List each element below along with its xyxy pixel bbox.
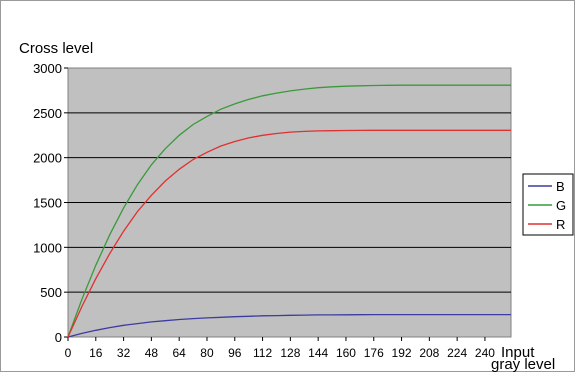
x-tick-label: 240 xyxy=(475,346,495,360)
x-axis-label-line2: gray level xyxy=(491,356,555,373)
x-tick-label: 64 xyxy=(173,346,187,360)
x-tick-label: 16 xyxy=(89,346,103,360)
y-tick-label: 3000 xyxy=(33,61,62,76)
x-tick-label: 208 xyxy=(419,346,439,360)
y-tick-label: 500 xyxy=(40,285,62,300)
x-tick-label: 128 xyxy=(280,346,300,360)
x-tick-label: 160 xyxy=(336,346,356,360)
y-tick-label: 0 xyxy=(55,330,62,345)
y-tick-label: 1000 xyxy=(33,240,62,255)
x-tick-label: 224 xyxy=(447,346,467,360)
legend-label-r: R xyxy=(556,217,565,232)
x-tick-label: 48 xyxy=(145,346,159,360)
legend-label-b: B xyxy=(556,179,565,194)
x-tick-labels: 0 16 32 48 64 80 96 112 128 144 160 176 192 208 224 240 xyxy=(65,346,496,360)
x-axis-label-line1: Input xyxy=(501,344,535,361)
y-tick-labels: 0 500 1000 1500 2000 2500 3000 xyxy=(33,61,62,345)
x-tick-label: 192 xyxy=(392,346,412,360)
series-lines xyxy=(67,84,511,338)
series-line-b xyxy=(67,313,511,338)
legend-label-g: G xyxy=(556,198,566,213)
legend: BGR xyxy=(522,173,574,236)
x-tick-label: 144 xyxy=(308,346,328,360)
x-tick-label: 80 xyxy=(200,346,214,360)
y-axis-label: Cross level xyxy=(19,40,93,57)
series-line-g xyxy=(67,84,511,338)
x-tick-label: 176 xyxy=(364,346,384,360)
x-tick-label: 32 xyxy=(117,346,131,360)
y-tick-label: 2500 xyxy=(33,106,62,121)
series-line-r xyxy=(67,129,511,338)
x-tick-label: 0 xyxy=(65,346,72,360)
y-tick-label: 1500 xyxy=(33,196,62,211)
x-tick-label: 112 xyxy=(253,346,272,360)
grid-lines xyxy=(64,67,511,341)
x-tick-label: 96 xyxy=(228,346,242,360)
y-tick-label: 2000 xyxy=(33,151,62,166)
